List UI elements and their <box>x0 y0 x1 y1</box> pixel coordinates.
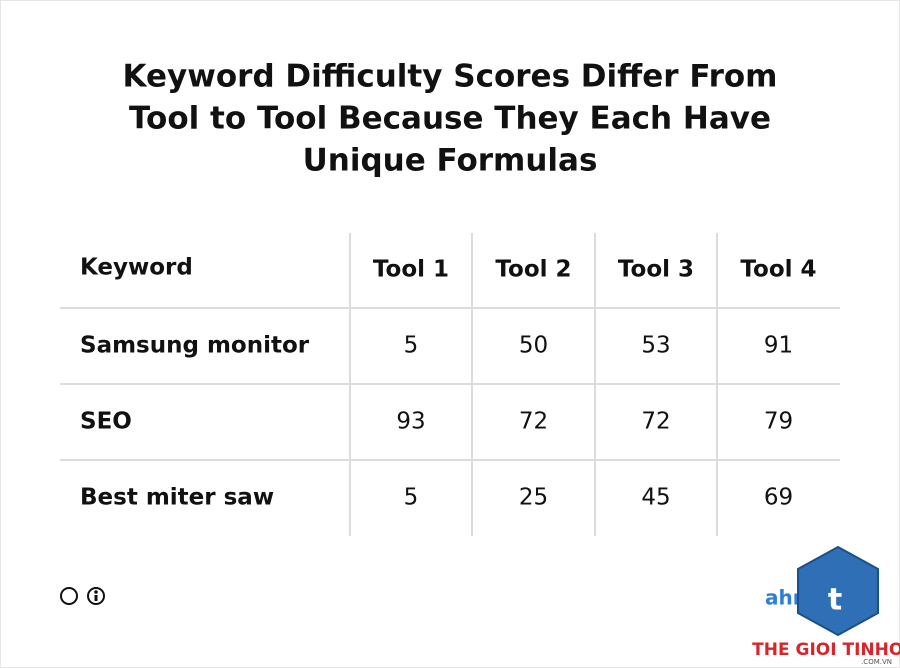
table-cell: 50 <box>519 333 548 359</box>
title-line: Unique Formulas <box>303 143 598 179</box>
column-header: Tool 2 <box>495 257 571 283</box>
table-cell: 69 <box>764 485 793 511</box>
column-header: Tool 3 <box>618 257 694 283</box>
watermark-logo <box>797 545 879 637</box>
table-cell: 5 <box>404 333 419 359</box>
row-label: Samsung monitor <box>80 333 310 359</box>
cc-icon <box>60 587 78 605</box>
table-cell: 79 <box>764 409 793 435</box>
title-line: Tool to Tool Because They Each Have <box>129 101 771 137</box>
table-cell: 53 <box>641 333 670 359</box>
column-header: Tool 4 <box>740 257 816 283</box>
table: Keyword Tool 1 Tool 2 Tool 3 Tool 4 Samsung m… <box>60 233 840 536</box>
watermark-domain: .COM.VN <box>861 658 892 666</box>
table-cell: 93 <box>396 409 425 435</box>
by-icon-head <box>94 590 98 594</box>
table-cell: 91 <box>764 333 793 359</box>
title-line: Keyword Difficulty Scores Differ From <box>123 59 778 95</box>
watermark-logo-letter: t <box>828 583 842 618</box>
by-icon <box>87 587 105 605</box>
table-cell: 5 <box>404 485 419 511</box>
column-header: Tool 1 <box>373 257 449 283</box>
row-label: Best miter saw <box>80 485 274 511</box>
license-icons <box>60 587 105 605</box>
table-cell: 45 <box>641 485 670 511</box>
column-header: Keyword <box>80 255 193 281</box>
table-cell: 25 <box>519 485 548 511</box>
by-icon-body <box>94 595 98 601</box>
table-cell: 72 <box>519 409 548 435</box>
row-label: SEO <box>80 409 132 435</box>
table-cell: 72 <box>641 409 670 435</box>
watermark-text: THE GIOI TINHOC <box>752 640 900 660</box>
